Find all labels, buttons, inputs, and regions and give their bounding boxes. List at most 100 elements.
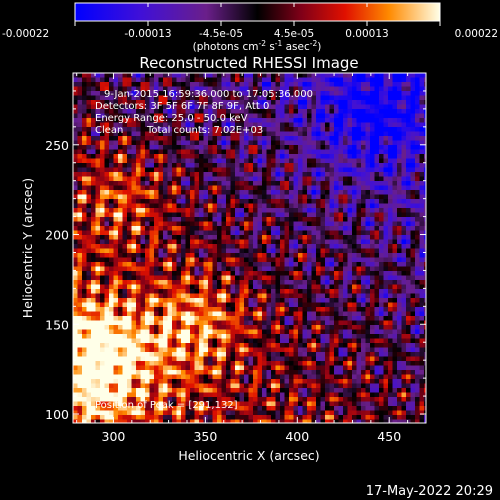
heatmap-cell [235,253,240,258]
heatmap-cell [167,145,173,150]
heatmap-cell [338,145,344,150]
heatmap-cell [379,266,384,272]
heatmap-cell [370,316,375,321]
heatmap-cell [244,329,249,335]
heatmap-cell [361,145,366,150]
heatmap-cell [419,248,425,254]
heatmap-cell [212,77,218,83]
heatmap-cell [343,208,348,213]
heatmap-cell [356,262,362,267]
heatmap-cell [235,311,240,317]
heatmap-cell [190,185,195,191]
heatmap-cell [190,163,195,168]
heatmap-cell [221,257,227,263]
heatmap-cell [226,298,231,303]
heatmap-cell [113,136,119,141]
heatmap-cell [320,280,326,285]
heatmap-cell [424,73,426,78]
heatmap-cell [91,307,96,312]
heatmap-cell [316,271,321,276]
heatmap-cell [253,136,258,141]
heatmap-cell [91,217,96,222]
heatmap-cell [374,176,380,182]
heatmap-cell [163,230,168,236]
heatmap-cell [163,113,168,119]
heatmap-cell [158,235,164,240]
heatmap-cell [140,136,146,141]
heatmap-cell [419,262,425,267]
heatmap-cell [217,77,222,83]
heatmap-cell [190,91,195,96]
heatmap-cell [131,329,137,335]
heatmap-cell [158,316,164,321]
heatmap-cell [176,316,182,321]
heatmap-cell [149,154,155,159]
heatmap-cell [118,181,123,186]
heatmap-cell [397,311,402,317]
heatmap-cell [104,239,110,245]
heatmap-cell [311,257,317,263]
heatmap-cell [392,253,398,258]
heatmap-cell [370,334,375,339]
heatmap-cell [127,275,132,281]
heatmap-cell [262,293,267,299]
heatmap-cell [410,199,416,204]
heatmap-cell [145,221,150,227]
heatmap-cell [365,325,371,330]
heatmap-cell [221,172,227,177]
heatmap-cell [82,280,87,285]
heatmap-cell [167,289,173,294]
heatmap-cell [266,320,272,326]
heatmap-cell [145,329,150,335]
heatmap-cell [172,199,177,204]
heatmap-cell [365,302,371,308]
heatmap-cell [226,127,231,132]
heatmap-cell [374,320,380,326]
heatmap-cell [208,244,213,249]
heatmap-cell [311,244,317,249]
heatmap-cell [86,257,92,263]
heatmap-cell [109,136,114,141]
heatmap-cell [185,325,191,330]
heatmap-cell [284,244,290,249]
heatmap-cell [361,262,366,267]
heatmap-cell [356,257,362,263]
heatmap-cell [397,280,402,285]
heatmap-cell [266,154,272,159]
heatmap-cell [82,104,87,110]
heatmap-cell [109,194,114,200]
heatmap-cell [352,244,357,249]
heatmap-cell [86,347,92,353]
heatmap-cell [253,181,258,186]
heatmap-cell [298,163,303,168]
heatmap-cell [199,298,204,303]
heatmap-cell [95,154,101,159]
heatmap-cell [410,145,416,150]
heatmap-cell [131,262,137,267]
heatmap-cell [338,239,344,245]
heatmap-cell [248,82,254,87]
heatmap-cell [127,347,132,353]
heatmap-cell [185,136,191,141]
heatmap-cell [307,248,312,254]
heatmap-cell [379,347,384,353]
heatmap-cell [122,199,128,204]
heatmap-cell [172,104,177,110]
heatmap-cell [253,86,258,92]
heatmap-cell [365,176,371,182]
heatmap-cell [104,343,110,348]
heatmap-cell [415,118,420,123]
heatmap-cell [199,212,204,218]
heatmap-cell [338,284,344,290]
heatmap-cell [154,190,159,195]
heatmap-cell [248,140,254,146]
heatmap-cell [82,149,87,155]
heatmap-cell [190,244,195,249]
heatmap-cell [356,158,362,164]
heatmap-cell [212,113,218,119]
heatmap-cell [217,163,222,168]
heatmap-cell [226,320,231,326]
heatmap-cell [100,343,105,348]
heatmap-cell [266,239,272,245]
heatmap-cell [424,293,426,299]
